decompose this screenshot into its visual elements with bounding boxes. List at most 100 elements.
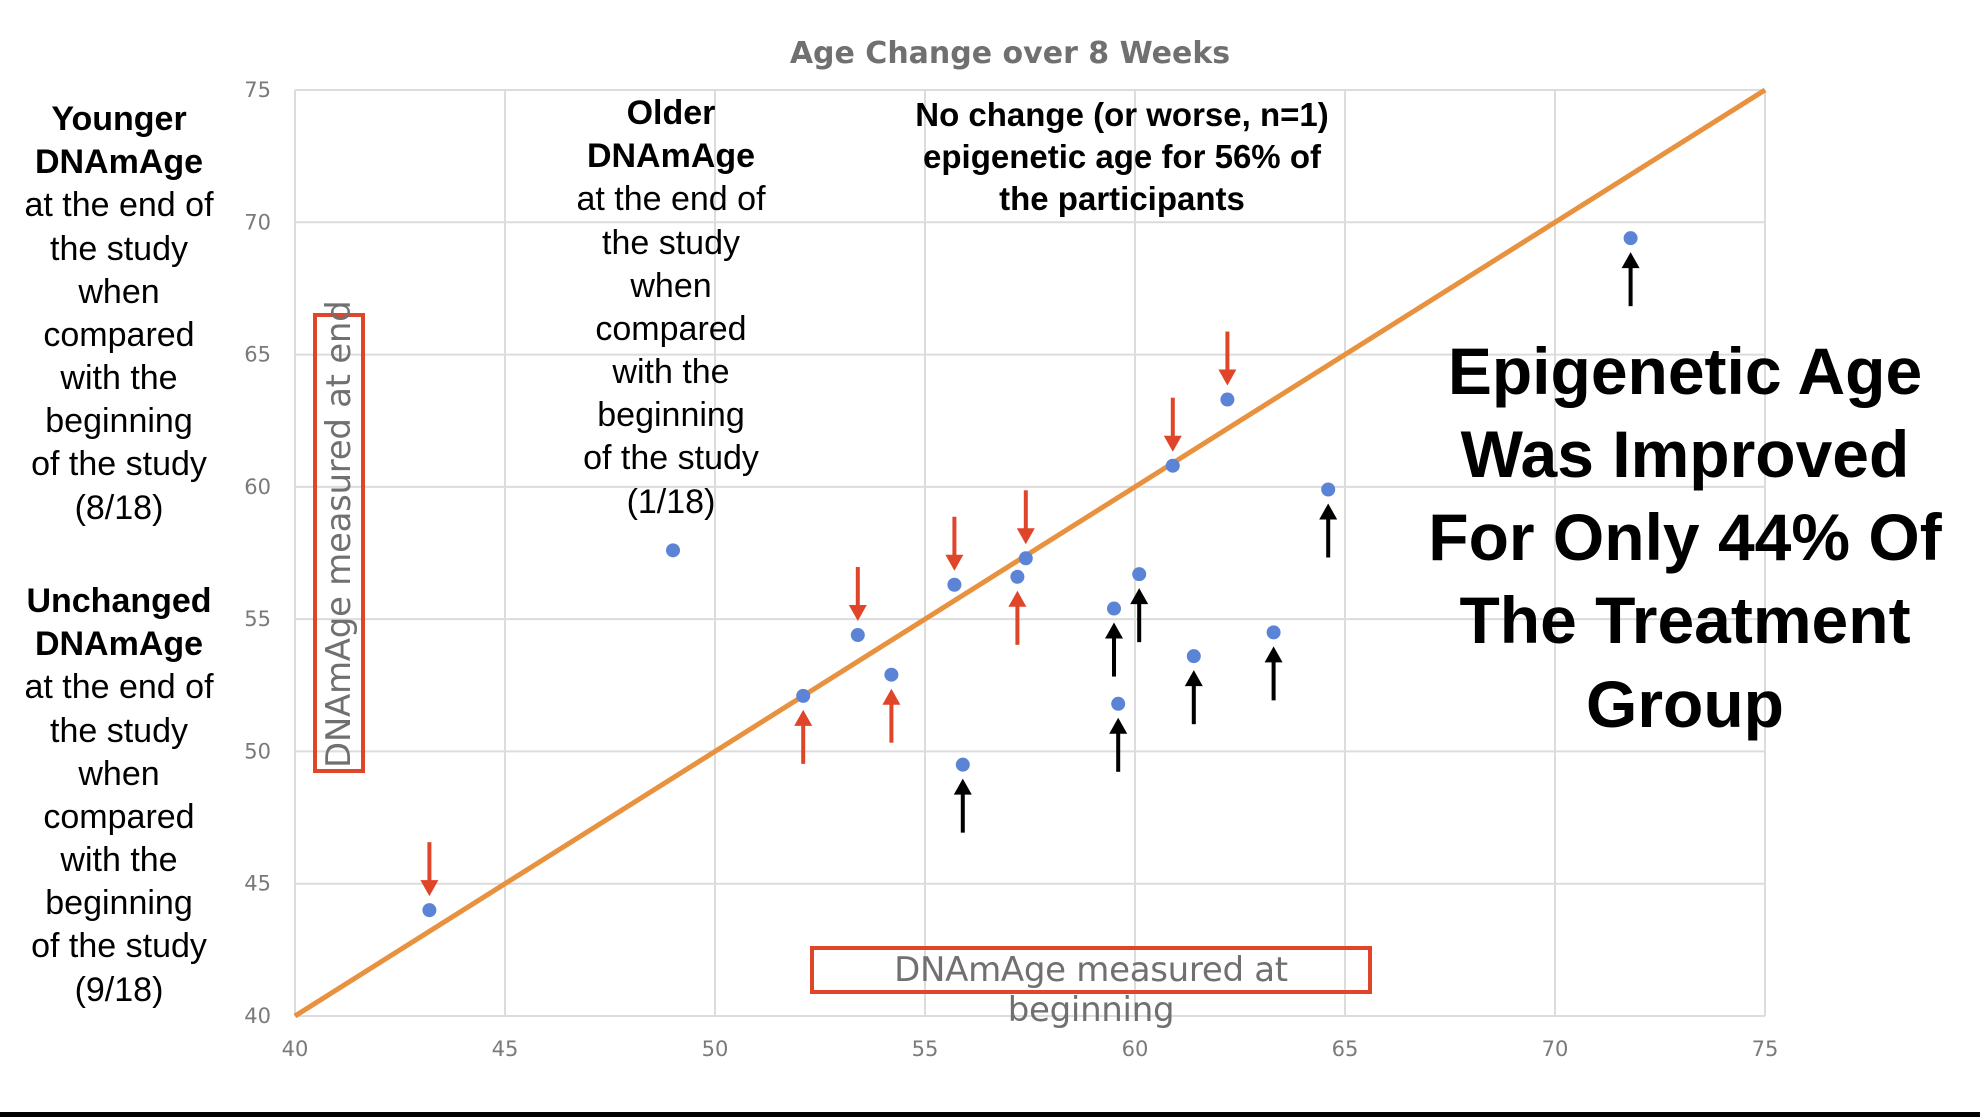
older-annotation: Older DNAmAge at the end of the study wh… <box>540 92 802 524</box>
no-change-line: epigenetic age for 56% of <box>923 137 1321 175</box>
headline-line: Epigenetic Age <box>1447 334 1923 408</box>
up-arrow <box>1184 670 1203 725</box>
y-tick-label: 50 <box>244 739 271 763</box>
arrow-head <box>945 554 964 571</box>
x-tick-label: 45 <box>492 1037 519 1061</box>
y-tick-label: 65 <box>244 343 271 367</box>
chart-title: Age Change over 8 Weeks <box>790 36 1230 71</box>
y-axis-title-frame <box>313 313 365 773</box>
younger-line: compared <box>43 315 195 354</box>
unchanged-line: with the <box>60 841 178 880</box>
headline-line: Was Improved <box>1460 417 1910 492</box>
older-line: when <box>630 266 712 305</box>
y-tick-label: 70 <box>244 210 271 234</box>
data-point <box>1111 696 1126 711</box>
axis-ticks: 40 45 50 55 60 65 70 75 40 45 50 55 60 65 70 75 <box>244 78 1778 1061</box>
data-point <box>884 667 899 682</box>
younger-line: when <box>78 272 160 311</box>
older-bold-line: Older <box>626 94 716 132</box>
arrow-head <box>1130 588 1149 605</box>
up-arrow <box>1621 252 1640 307</box>
headline-line: For Only 44% Of <box>1428 500 1942 575</box>
arrow-head <box>1218 369 1237 386</box>
down-arrow <box>1163 397 1182 452</box>
arrow-head <box>848 605 867 622</box>
arrow-head <box>1016 528 1035 545</box>
arrow-head <box>882 688 901 705</box>
unchanged-line: at the end of <box>24 668 214 707</box>
arrow-head <box>794 709 813 726</box>
no-change-line: the participants <box>999 179 1245 217</box>
grid <box>294 89 1766 1017</box>
younger-line: the study <box>50 229 188 268</box>
y-tick-label: 45 <box>244 872 271 896</box>
unchanged-bold-line: DNAmAge <box>34 625 204 664</box>
data-point <box>1018 551 1033 566</box>
x-tick-label: 55 <box>912 1037 939 1061</box>
data-point <box>947 577 962 592</box>
data-point <box>955 757 970 772</box>
data-point <box>1186 649 1201 664</box>
older-line: of the study <box>583 439 759 478</box>
arrow-head <box>953 778 972 795</box>
arrow-head <box>1008 590 1027 607</box>
up-arrow <box>1319 503 1338 558</box>
down-arrow <box>1218 331 1237 386</box>
unchanged-line: compared <box>43 797 195 836</box>
arrow-head <box>1184 670 1203 687</box>
arrow-head <box>1621 252 1640 269</box>
x-tick-label: 40 <box>282 1037 309 1061</box>
data-point <box>1132 567 1147 582</box>
y-tick-label: 55 <box>244 607 271 631</box>
younger-line: (8/18) <box>74 488 164 527</box>
data-point <box>422 903 437 918</box>
unchanged-bold-line: Unchanged <box>26 582 212 620</box>
unchanged-line: (9/18) <box>74 970 164 1009</box>
older-line: compared <box>595 309 747 348</box>
younger-annotation: Younger DNAmAge at the end of the study … <box>8 98 230 530</box>
up-arrow <box>794 709 813 764</box>
no-change-line: No change (or worse, n=1) <box>915 96 1329 133</box>
data-point <box>1165 458 1180 473</box>
arrow-head <box>1109 717 1128 734</box>
data-point <box>1321 482 1336 497</box>
headline-line: The Treatment <box>1459 583 1911 658</box>
arrow-head <box>1105 622 1123 639</box>
up-arrow <box>953 778 972 833</box>
younger-bold-line: DNAmAge <box>34 143 204 182</box>
data-point <box>1010 569 1025 584</box>
up-arrow <box>1109 717 1128 772</box>
x-tick-label: 75 <box>1752 1037 1779 1061</box>
up-arrow <box>1264 646 1283 701</box>
younger-line: of the study <box>31 445 207 484</box>
data-point <box>1107 601 1121 616</box>
headline: Epigenetic Age Was Improved For Only 44%… <box>1390 330 1980 746</box>
data-point <box>1623 231 1638 246</box>
arrow-head <box>1163 435 1182 452</box>
x-tick-label: 60 <box>1122 1037 1149 1061</box>
y-tick-label: 75 <box>244 78 271 102</box>
headline-line: Group <box>1586 666 1784 741</box>
up-arrow <box>1105 622 1123 677</box>
down-arrow <box>420 842 439 897</box>
older-line: the study <box>602 223 740 262</box>
unchanged-line: beginning <box>45 884 193 923</box>
data-points <box>422 231 1638 918</box>
arrows <box>420 252 1640 897</box>
arrow-head <box>420 880 439 897</box>
x-tick-label: 50 <box>702 1037 729 1061</box>
data-point <box>850 628 865 643</box>
up-arrow <box>1008 590 1027 645</box>
unchanged-line: the study <box>50 711 188 750</box>
unchanged-line: when <box>78 754 160 793</box>
older-line: at the end of <box>576 180 766 219</box>
data-point <box>796 688 811 703</box>
x-axis-title: DNAmAge measured at beginning <box>810 946 1372 1030</box>
data-point <box>1220 392 1235 407</box>
data-point <box>666 543 680 558</box>
down-arrow <box>1016 490 1035 545</box>
younger-bold-line: Younger <box>51 100 187 138</box>
no-change-annotation: No change (or worse, n=1) epigenetic age… <box>852 94 1392 220</box>
up-arrow <box>882 688 901 743</box>
